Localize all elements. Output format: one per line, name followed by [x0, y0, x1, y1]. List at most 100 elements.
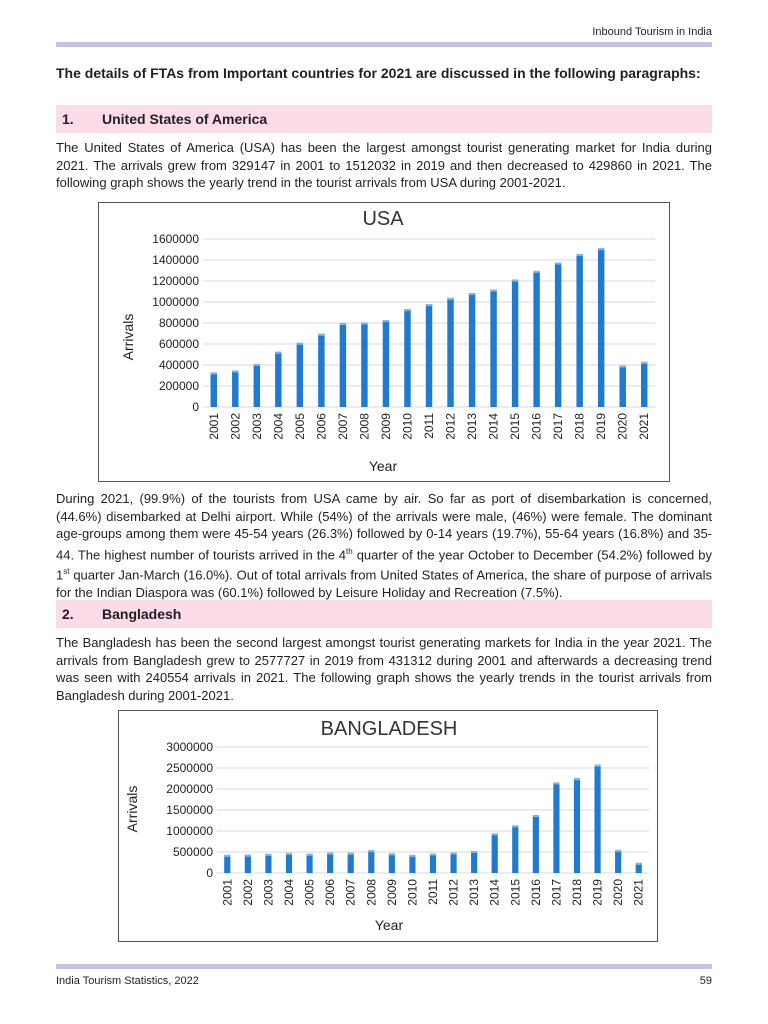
page-number: 59: [699, 975, 712, 987]
x-tick-label: 2001: [220, 879, 234, 906]
bar-highlight: [382, 320, 390, 323]
section-number: 2.: [62, 606, 74, 622]
usa-paragraph-2-b: quarter of the year October to December …: [56, 546, 712, 583]
bar-highlight: [224, 854, 231, 857]
bar-highlight: [576, 254, 583, 257]
bar: [429, 853, 437, 873]
y-tick-label: 1000000: [166, 824, 213, 838]
bar: [210, 372, 217, 407]
bar-highlight: [429, 853, 437, 856]
y-axis-label: Arrivals: [124, 786, 140, 833]
x-tick-label: 2014: [488, 879, 502, 906]
bar: [425, 304, 433, 407]
section-heading-bangladesh: 2. Bangladesh: [56, 600, 712, 628]
x-tick-label: 2019: [594, 413, 608, 440]
bar: [490, 289, 497, 407]
x-tick-label: 2007: [344, 879, 358, 906]
x-tick-label: 2014: [487, 413, 501, 440]
bar: [471, 850, 478, 873]
bar-highlight: [425, 304, 433, 307]
bar: [450, 852, 457, 873]
x-axis-label: Year: [375, 917, 404, 933]
bangladesh-paragraph-1: The Bangladesh has been the second large…: [56, 635, 712, 703]
bar-highlight: [296, 342, 304, 345]
bar-highlight: [447, 297, 454, 300]
x-tick-label: 2015: [508, 879, 522, 906]
x-tick-label: 2011: [426, 879, 440, 905]
bar: [576, 254, 583, 407]
bar: [224, 854, 231, 873]
y-tick-label: 0: [192, 400, 199, 414]
bar-highlight: [265, 853, 272, 856]
bar: [388, 853, 395, 873]
bar: [553, 782, 560, 873]
bar: [285, 852, 293, 873]
x-tick-label: 2010: [405, 879, 419, 906]
bar: [265, 853, 272, 873]
x-tick-label: 2016: [530, 413, 544, 440]
x-tick-label: 2001: [207, 413, 221, 440]
y-tick-label: 1000000: [152, 295, 199, 309]
bar-highlight: [232, 370, 239, 373]
bar-highlight: [491, 833, 498, 836]
intro-heading: The details of FTAs from Important count…: [56, 65, 701, 81]
bar-highlight: [253, 363, 261, 366]
y-tick-label: 600000: [159, 337, 199, 351]
x-tick-label: 2011: [422, 413, 436, 439]
bar-highlight: [641, 361, 648, 364]
bar-highlight: [275, 351, 282, 354]
bar: [409, 854, 416, 873]
bar-highlight: [554, 262, 562, 265]
y-tick-label: 200000: [159, 379, 199, 393]
x-tick-label: 2003: [261, 879, 275, 906]
x-tick-label: 2009: [379, 413, 393, 440]
superscript-th: th: [346, 546, 353, 556]
bar: [594, 764, 601, 873]
bar-highlight: [533, 270, 540, 273]
x-tick-label: 2005: [293, 413, 307, 440]
section-number: 1.: [62, 111, 74, 127]
bar: [615, 849, 622, 873]
section-title: Bangladesh: [102, 606, 182, 622]
x-axis-label: Year: [369, 458, 398, 474]
bar: [447, 297, 454, 407]
bar: [573, 778, 581, 873]
bar: [361, 322, 368, 407]
section-title: United States of America: [102, 111, 268, 127]
superscript-st: st: [63, 567, 70, 577]
bar-highlight: [327, 852, 334, 855]
x-tick-label: 2007: [336, 413, 350, 440]
x-tick-label: 2017: [551, 413, 565, 440]
bar: [339, 323, 347, 407]
y-tick-label: 2500000: [166, 761, 213, 775]
y-tick-label: 1200000: [152, 274, 199, 288]
footer-rule: [56, 964, 712, 969]
usa-paragraph-2-c: quarter Jan-March (16.0%). Out of total …: [56, 567, 712, 601]
x-tick-label: 2021: [632, 879, 646, 906]
bar-highlight: [450, 852, 457, 855]
bar: [296, 342, 304, 407]
running-header: Inbound Tourism in India: [592, 26, 712, 38]
bar: [468, 293, 476, 407]
bar-highlight: [512, 825, 519, 828]
x-tick-label: 2002: [241, 879, 255, 906]
x-tick-label: 2021: [637, 413, 651, 440]
y-axis-label: Arrivals: [120, 314, 136, 361]
bar: [232, 370, 239, 407]
bar: [635, 862, 642, 873]
y-tick-label: 400000: [159, 358, 199, 372]
x-tick-label: 2016: [529, 879, 543, 906]
y-tick-label: 1400000: [152, 253, 199, 267]
bar: [382, 320, 390, 407]
bar-highlight: [339, 323, 347, 326]
bar-highlight: [368, 850, 375, 853]
y-tick-label: 1500000: [166, 803, 213, 817]
header-rule: [56, 42, 712, 47]
bar-highlight: [306, 853, 313, 856]
bar-highlight: [318, 333, 325, 336]
bar: [619, 365, 626, 407]
x-tick-label: 2004: [271, 413, 285, 440]
chart-title: BANGLADESH: [321, 718, 458, 740]
bar: [554, 262, 562, 407]
bar: [597, 248, 605, 407]
